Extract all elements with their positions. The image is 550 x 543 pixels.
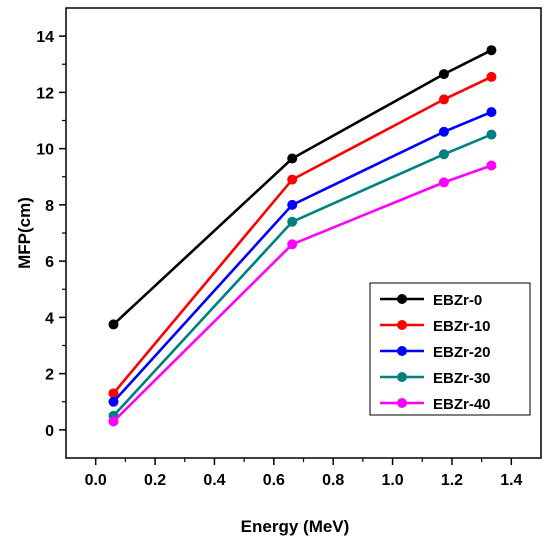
legend-items: EBZr-0 EBZr-10 EBZr-20 EBZr-30 EBZr-40 [380,292,491,413]
y-tick-label: 6 [45,254,54,271]
data-point [287,174,298,185]
data-point [438,177,449,188]
y-tick-label: 0 [45,423,54,440]
legend: EBZr-0 EBZr-10 EBZr-20 EBZr-30 EBZr-40 [369,282,531,416]
series-line [112,49,492,326]
data-point [486,71,497,82]
y-tick-label: 4 [45,310,54,327]
y-axis-title: MFP(cm) [15,197,34,269]
data-point [287,199,298,210]
y-tick-label: 12 [36,85,54,102]
legend-box [369,282,531,416]
data-point [438,149,449,160]
y-axis-ticks: 0 2 4 6 8 10 12 14 [36,29,66,440]
data-point [486,129,497,140]
x-tick-label: 1.2 [441,472,463,489]
x-tick-label: 1.0 [381,472,403,489]
legend-label: EBZr-30 [433,370,491,387]
data-point [108,416,119,427]
data-point [108,388,119,399]
x-tick-label: 0.2 [144,472,166,489]
data-point [287,239,298,250]
legend-marker [397,398,407,408]
series-line [112,133,492,417]
data-point [438,126,449,137]
x-tick-label: 0.4 [203,472,225,489]
y-tick-label: 8 [45,198,54,215]
x-tick-label: 1.4 [500,472,522,489]
data-point [108,319,119,330]
data-point [438,94,449,105]
data-point [438,69,449,80]
x-tick-label: 0.6 [263,472,285,489]
data-point [486,160,497,171]
legend-marker [397,372,407,382]
y-tick-label: 2 [45,367,54,384]
series-line [112,164,492,423]
series-line [112,75,492,395]
legend-marker [397,346,407,356]
legend-marker [397,294,407,304]
y-tick-label: 14 [36,29,54,46]
series-layer [108,45,497,427]
legend-label: EBZr-40 [433,396,491,413]
legend-label: EBZr-20 [433,344,491,361]
data-point [486,107,497,118]
legend-marker [397,320,407,330]
x-tick-label: 0.0 [85,472,107,489]
legend-label: EBZr-10 [433,318,491,335]
data-point [108,396,119,407]
x-tick-label: 0.8 [322,472,344,489]
legend-label: EBZr-0 [433,292,482,309]
x-axis-title: Energy (MeV) [241,517,350,536]
series-line [112,110,492,403]
y-tick-label: 10 [36,142,54,159]
data-point [287,153,298,164]
x-axis-ticks: 0.0 0.2 0.4 0.6 0.8 1.0 1.2 1.4 [85,458,523,489]
data-point [287,216,298,227]
data-point [486,45,497,56]
